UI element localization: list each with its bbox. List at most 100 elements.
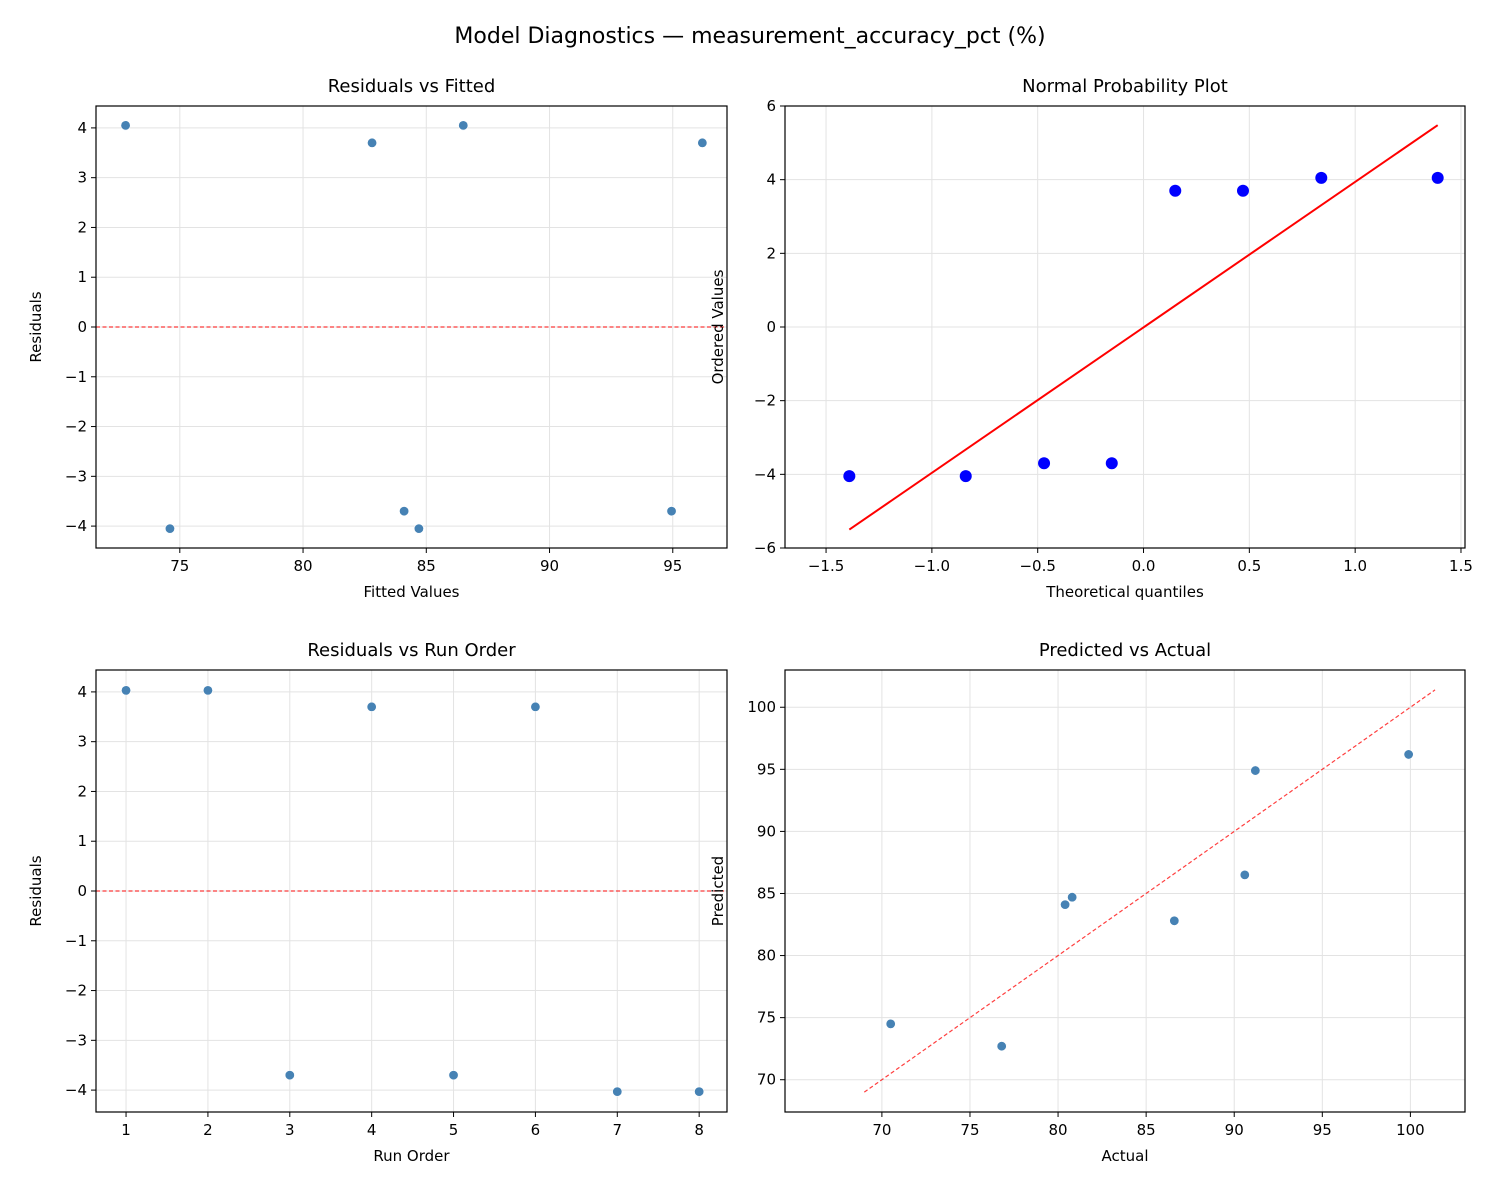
data-point	[164, 523, 175, 534]
data-point	[694, 1086, 705, 1097]
data-point	[458, 120, 469, 131]
data-point	[996, 1041, 1007, 1052]
y-axis-label: Residuals	[27, 855, 45, 926]
y-axis-label: Residuals	[27, 291, 45, 362]
data-point	[612, 1086, 623, 1097]
residuals-vs-fitted-subplot: 75 80 85 90 95 −4 −3 −2 −1 0 1 2 3 4 Residuals vs Fitt…	[27, 76, 728, 601]
data-point	[1315, 171, 1328, 184]
x-tick-label: 95	[663, 557, 682, 575]
x-tick-label: 80	[1049, 1121, 1068, 1139]
y-tick-label: −2	[754, 392, 776, 410]
y-tick-label: −2	[65, 982, 87, 1000]
y-tick-label: 1	[77, 268, 87, 286]
figure-title: Model Diagnostics — measurement_accuracy…	[454, 24, 1045, 49]
x-tick-label: 4	[367, 1121, 377, 1139]
y-tick-label: −4	[65, 1081, 87, 1099]
y-tick-label: 70	[757, 1071, 776, 1089]
y-tick-label: 2	[766, 244, 776, 262]
y-tick-label: −4	[65, 517, 87, 535]
y-tick-label: 75	[757, 1009, 776, 1027]
plot-frame	[95, 669, 728, 1113]
x-tick-label: −1.5	[808, 557, 844, 575]
x-tick-label: 5	[449, 1121, 459, 1139]
data-point	[1239, 869, 1250, 880]
y-tick-label: 100	[747, 698, 776, 716]
y-tick-label: 4	[77, 119, 87, 137]
x-tick-label: 100	[1396, 1121, 1425, 1139]
x-tick-label: 90	[1225, 1121, 1244, 1139]
y-tick-label: 95	[757, 760, 776, 778]
x-tick-label: 6	[531, 1121, 541, 1139]
x-axis-label: Run Order	[373, 1147, 450, 1165]
y-axis-label: Predicted	[709, 856, 727, 926]
y-tick-label: 4	[766, 171, 776, 189]
data-point	[697, 137, 708, 148]
y-tick-label: 90	[757, 822, 776, 840]
plot-frame	[95, 105, 728, 549]
predicted-vs-actual-subplot: 70 75 80 85 90 95 100 70 75 80 85 90 95 100 Predicted …	[709, 640, 1466, 1165]
data-point	[1403, 749, 1414, 760]
data-point	[1431, 171, 1444, 184]
x-tick-label: 3	[285, 1121, 295, 1139]
data-point	[530, 701, 541, 712]
y-axis-label: Ordered Values	[709, 269, 727, 384]
y-tick-label: 2	[77, 218, 87, 236]
data-point	[1169, 184, 1182, 197]
x-axis-label: Actual	[1102, 1147, 1149, 1165]
y-tick-label: 0	[77, 318, 87, 336]
x-tick-label: −0.5	[1019, 557, 1055, 575]
data-point	[121, 685, 132, 696]
data-point	[448, 1070, 459, 1081]
data-point	[1169, 915, 1180, 926]
subplot-title: Residuals vs Fitted	[328, 76, 496, 97]
x-tick-label: 7	[613, 1121, 623, 1139]
y-tick-label: −3	[65, 467, 87, 485]
normal-probability-subplot: −1.5 −1.0 −0.5 0.0 0.5 1.0 1.5 −6 −4 −2 0 2 4 6 Normal…	[709, 76, 1473, 601]
x-tick-label: 75	[170, 557, 189, 575]
x-tick-label: 1.0	[1343, 557, 1367, 575]
y-tick-label: 80	[757, 947, 776, 965]
identity-line	[863, 689, 1436, 1093]
y-tick-label: 1	[77, 832, 87, 850]
y-tick-label: 6	[766, 97, 776, 115]
data-point	[366, 701, 377, 712]
subplot-title: Predicted vs Actual	[1039, 640, 1211, 661]
y-tick-label: 4	[77, 683, 87, 701]
y-tick-label: 3	[77, 169, 87, 187]
y-tick-label: −6	[754, 539, 776, 557]
data-point	[120, 120, 131, 131]
y-tick-label: −2	[65, 418, 87, 436]
x-tick-label: 90	[540, 557, 559, 575]
plot-frame	[784, 669, 1466, 1113]
data-point	[1060, 899, 1071, 910]
data-point	[959, 470, 972, 483]
subplot-title: Normal Probability Plot	[1022, 76, 1228, 97]
x-tick-label: 85	[417, 557, 436, 575]
x-tick-label: 0.5	[1237, 557, 1261, 575]
x-tick-label: 8	[694, 1121, 704, 1139]
x-tick-label: 2	[203, 1121, 213, 1139]
y-tick-label: −1	[65, 368, 87, 386]
y-tick-label: 85	[757, 884, 776, 902]
x-tick-label: 80	[294, 557, 313, 575]
x-axis-label: Theoretical quantiles	[1045, 583, 1204, 601]
data-point	[202, 685, 213, 696]
data-point	[666, 506, 677, 517]
data-point	[1067, 892, 1078, 903]
data-point	[1236, 184, 1249, 197]
data-point	[399, 506, 410, 517]
plot-frame	[784, 105, 1466, 549]
data-point	[885, 1018, 896, 1029]
normal-fit-line	[848, 124, 1439, 531]
data-point	[284, 1070, 295, 1081]
x-tick-label: 75	[960, 1121, 979, 1139]
subplot-title: Residuals vs Run Order	[307, 640, 516, 661]
data-point	[1105, 457, 1118, 470]
y-tick-label: −4	[754, 465, 776, 483]
y-tick-label: 0	[766, 318, 776, 336]
y-tick-label: 2	[77, 782, 87, 800]
data-point	[413, 523, 424, 534]
x-tick-label: −1.0	[914, 557, 950, 575]
data-point	[1038, 457, 1051, 470]
